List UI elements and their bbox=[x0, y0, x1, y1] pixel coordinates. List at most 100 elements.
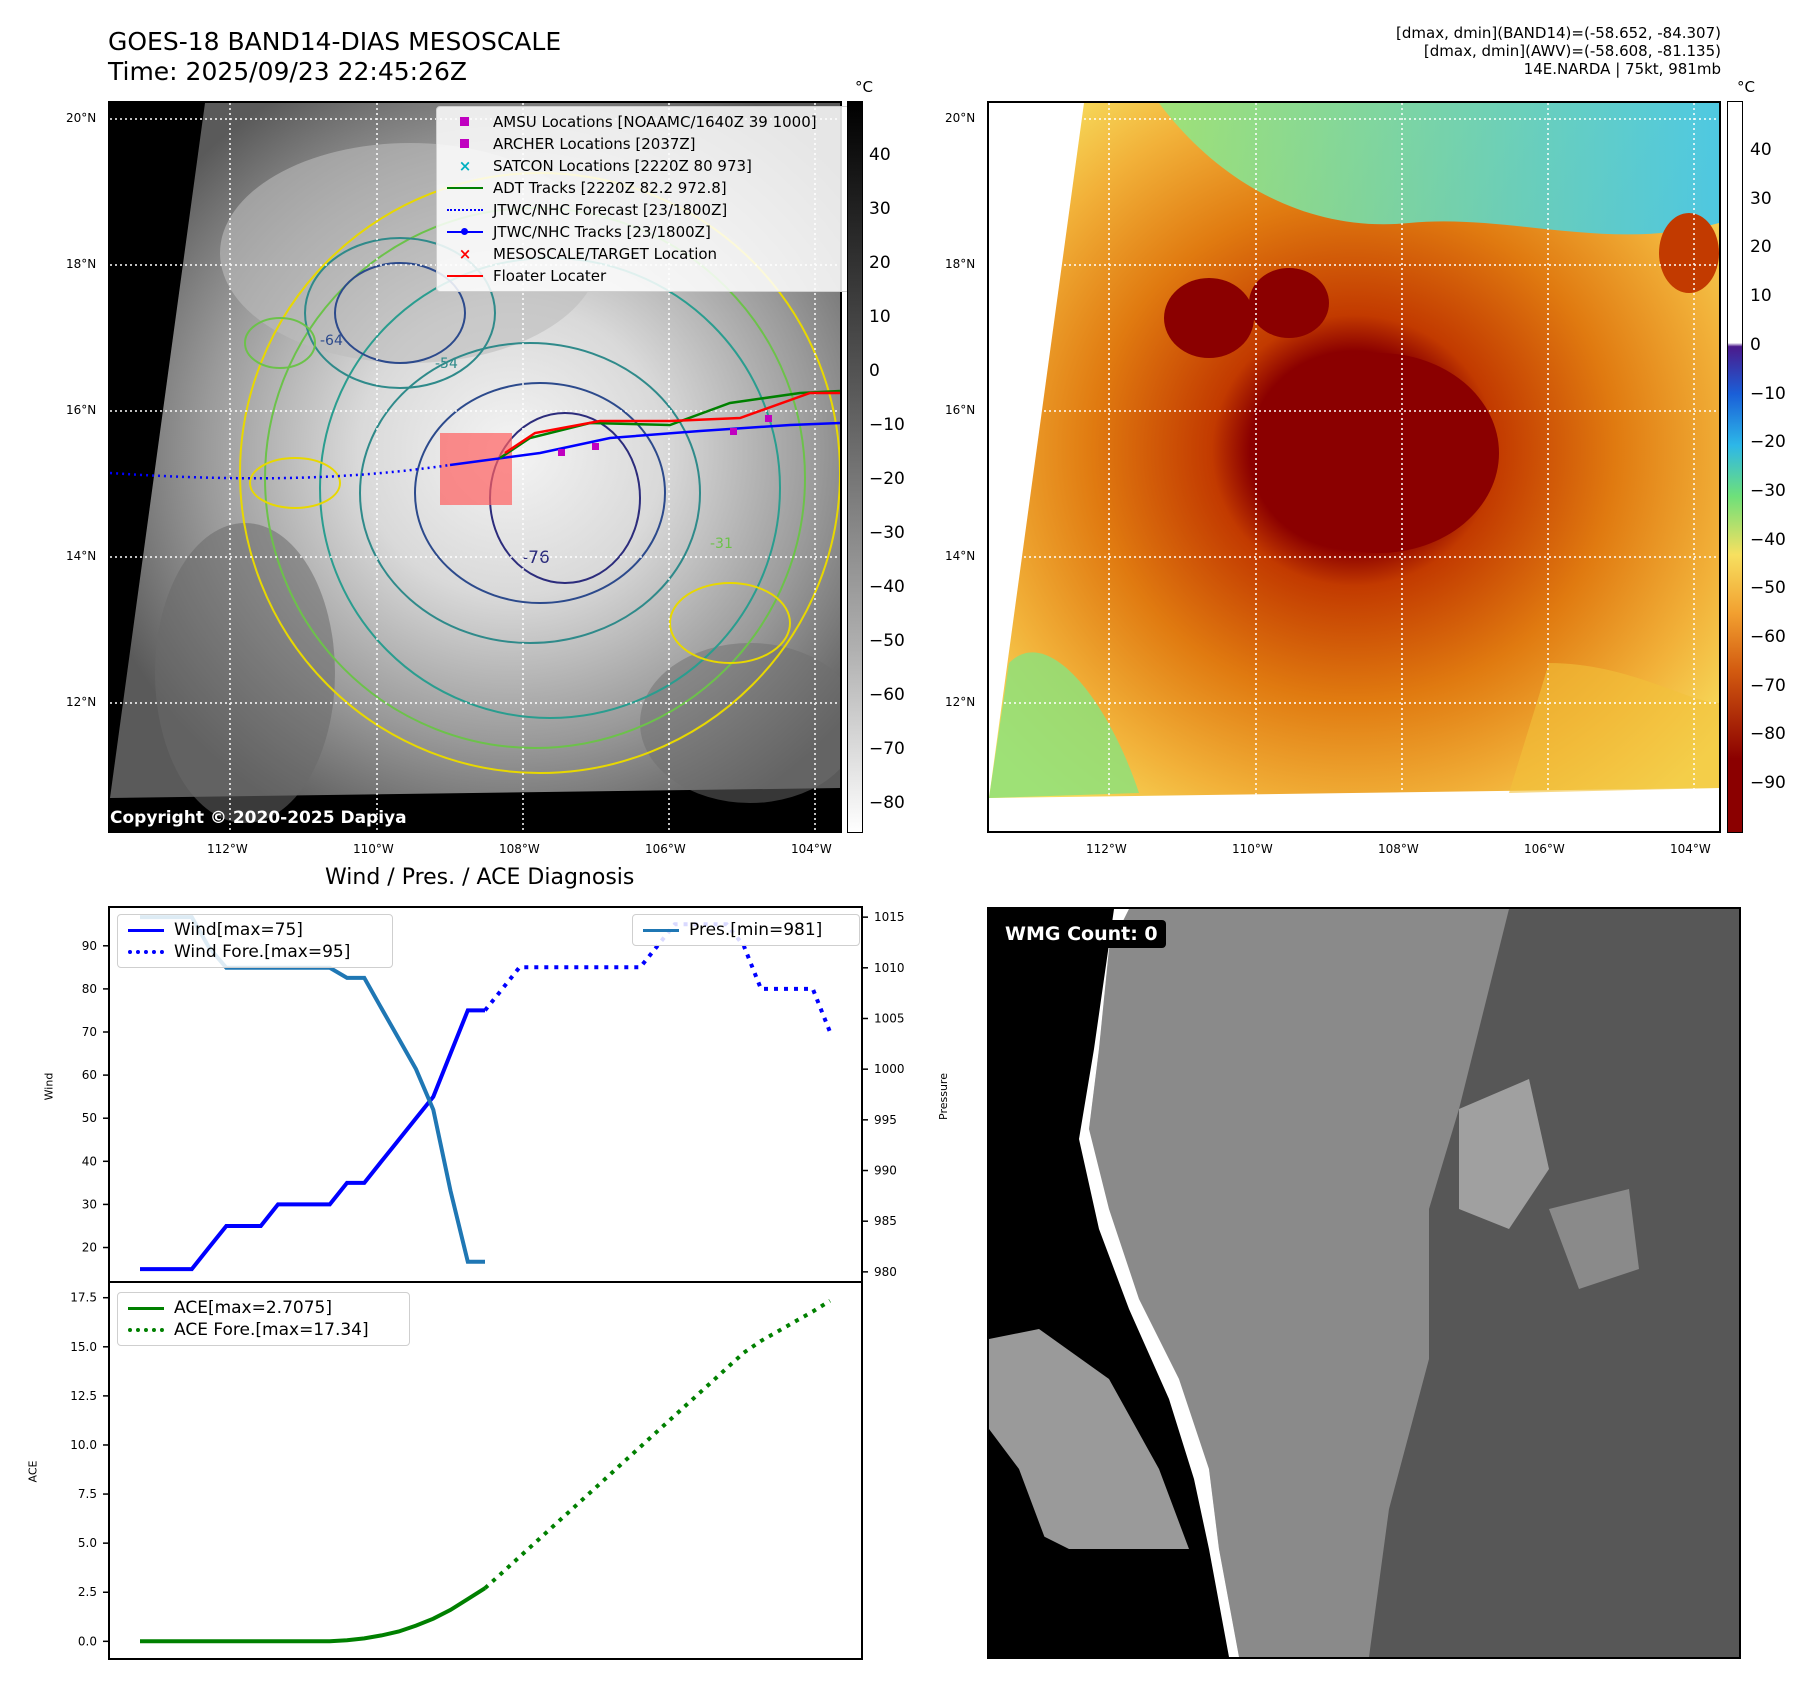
axis-tick-label: 60 bbox=[82, 1068, 97, 1082]
floater-box bbox=[440, 433, 512, 505]
colorbar-tick: −80 bbox=[869, 793, 905, 813]
colorbar-tick: −70 bbox=[1750, 675, 1786, 696]
colorbar-tick: 40 bbox=[869, 145, 891, 165]
lat-label: 12°N bbox=[66, 695, 97, 709]
colorbar-tick: 20 bbox=[1750, 237, 1772, 258]
legend-entry: × SATCON Locations [2220Z 80 973] bbox=[458, 157, 752, 175]
adt-track bbox=[499, 389, 840, 460]
axis-tick-label: 1015 bbox=[874, 910, 905, 924]
axis-tick-label: 990 bbox=[874, 1164, 897, 1178]
lon-label: 104°W bbox=[791, 842, 832, 856]
axis-tick-label: 10.0 bbox=[70, 1438, 97, 1452]
colorbar-tick: 10 bbox=[869, 307, 891, 327]
colorbar-tick: −40 bbox=[869, 577, 905, 597]
forecast-track bbox=[110, 463, 451, 480]
lat-label: 16°N bbox=[66, 403, 97, 417]
legend-entry: ARCHER Locations [2037Z] bbox=[445, 133, 841, 155]
legend-entry: ACE Fore.[max=17.34] bbox=[126, 1319, 401, 1341]
axis-tick-label: 70 bbox=[82, 1025, 97, 1039]
map-legend: AMSU Locations [NOAAMC/1640Z 39 1000] AR… bbox=[436, 106, 850, 292]
colorbar-tick: 30 bbox=[1750, 188, 1772, 209]
contour-label: -76 bbox=[522, 548, 550, 568]
axis-tick-label: 80 bbox=[82, 982, 97, 996]
lon-label: 104°W bbox=[1670, 842, 1711, 856]
amsu-archer-marks bbox=[558, 415, 772, 456]
lon-label: 112°W bbox=[1086, 842, 1127, 856]
axis-tick-label: 15.0 bbox=[70, 1340, 97, 1354]
axis-tick-label: 12.5 bbox=[70, 1389, 97, 1403]
awv-map-panel bbox=[987, 101, 1721, 833]
colorbar-tick: −20 bbox=[869, 469, 905, 489]
wmg-panel bbox=[987, 907, 1741, 1659]
copyright: Copyright © 2020-2025 Dapiya bbox=[110, 808, 407, 828]
awv-map bbox=[989, 103, 1719, 831]
contours bbox=[239, 172, 840, 774]
pressure-legend: Pres.[min=981] bbox=[632, 914, 860, 946]
band14-colorbar bbox=[847, 101, 863, 833]
lat-label: 18°N bbox=[945, 257, 976, 271]
contour-label: -64 bbox=[320, 333, 343, 349]
colorbar-unit: °C bbox=[855, 78, 873, 96]
diagnosis-title: Wind / Pres. / ACE Diagnosis bbox=[325, 865, 635, 890]
axis-tick-label: 90 bbox=[82, 939, 97, 953]
floater-track bbox=[504, 391, 840, 455]
axis-tick-label: 995 bbox=[874, 1113, 897, 1127]
legend-entry: ADT Tracks [2220Z 82.2 972.8] bbox=[445, 177, 841, 199]
series-line-pres- bbox=[140, 915, 485, 1264]
axis-tick-label: 50 bbox=[82, 1111, 97, 1125]
legend-entry: Pres.[min=981] bbox=[641, 919, 851, 941]
title-line-2: Time: 2025/09/23 22:45:26Z bbox=[108, 57, 467, 86]
legend-entry: × MESOSCALE/TARGET Location bbox=[458, 245, 718, 263]
storm-info: [dmax, dmin](BAND14)=(-58.652, -84.307) … bbox=[1396, 24, 1721, 78]
lon-label: 106°W bbox=[645, 842, 686, 856]
legend-entry: AMSU Locations [NOAAMC/1640Z 39 1000] bbox=[445, 111, 841, 133]
colorbar-tick: 10 bbox=[1750, 286, 1772, 307]
info-line-3: 14E.NARDA | 75kt, 981mb bbox=[1523, 60, 1721, 78]
colorbar-unit: °C bbox=[1737, 78, 1755, 96]
axis-tick-label: 20 bbox=[82, 1241, 97, 1255]
legend-entry: JTWC/NHC Forecast [23/1800Z] bbox=[445, 199, 841, 221]
series-line-ace bbox=[140, 1586, 487, 1644]
colorbar-tick: −80 bbox=[1750, 724, 1786, 745]
awv-colorbar bbox=[1727, 101, 1743, 833]
series-line-ace-fore- bbox=[483, 1299, 832, 1590]
legend-entry: Wind Fore.[max=95] bbox=[126, 941, 384, 963]
lat-label: 20°N bbox=[66, 111, 97, 125]
legend-entry: JTWC/NHC Tracks [23/1800Z] bbox=[445, 221, 841, 243]
lon-label: 106°W bbox=[1524, 842, 1565, 856]
colorbar-tick: −50 bbox=[869, 631, 905, 651]
lon-label: 108°W bbox=[499, 842, 540, 856]
colorbar-tick: −10 bbox=[1750, 383, 1786, 404]
lon-label: 110°W bbox=[1232, 842, 1273, 856]
ace-legend: ACE[max=2.7075] ACE Fore.[max=17.34] bbox=[117, 1292, 410, 1346]
legend-entry: ACE[max=2.7075] bbox=[126, 1297, 401, 1319]
lat-label: 14°N bbox=[945, 549, 976, 563]
map-grid bbox=[989, 103, 1719, 831]
eye-cold-core bbox=[1259, 353, 1499, 553]
axis-tick-label: 1000 bbox=[874, 1062, 905, 1076]
colorbar-tick: 20 bbox=[869, 253, 891, 273]
colorbar-tick: −50 bbox=[1750, 578, 1786, 599]
best-track bbox=[449, 421, 840, 467]
colorbar-tick: −70 bbox=[869, 739, 905, 759]
axis-tick-label: 5.0 bbox=[78, 1536, 97, 1550]
lat-label: 12°N bbox=[945, 695, 976, 709]
lat-label: 14°N bbox=[66, 549, 97, 563]
info-line-1: [dmax, dmin](BAND14)=(-58.652, -84.307) bbox=[1396, 24, 1721, 42]
colorbar-tick: −60 bbox=[869, 685, 905, 705]
colorbar-tick: −90 bbox=[1750, 773, 1786, 794]
axis-tick-label: 2.5 bbox=[78, 1585, 97, 1599]
wmg-count-badge: WMG Count: 0 bbox=[997, 920, 1166, 948]
contour-label: -31 bbox=[710, 536, 733, 552]
legend-entry: Wind[max=75] bbox=[126, 919, 384, 941]
ace-axes-frame bbox=[108, 1281, 863, 1660]
axis-tick-label: 1010 bbox=[874, 961, 905, 975]
lat-label: 20°N bbox=[945, 111, 976, 125]
colorbar-tick: −30 bbox=[869, 523, 905, 543]
lat-label: 16°N bbox=[945, 403, 976, 417]
axis-tick-label: 1005 bbox=[874, 1011, 905, 1025]
figure-title: GOES-18 BAND14-DIAS MESOSCALE Time: 2025… bbox=[108, 27, 561, 87]
axis-tick-label: 17.5 bbox=[70, 1291, 97, 1305]
axis-tick-label: 7.5 bbox=[78, 1487, 97, 1501]
